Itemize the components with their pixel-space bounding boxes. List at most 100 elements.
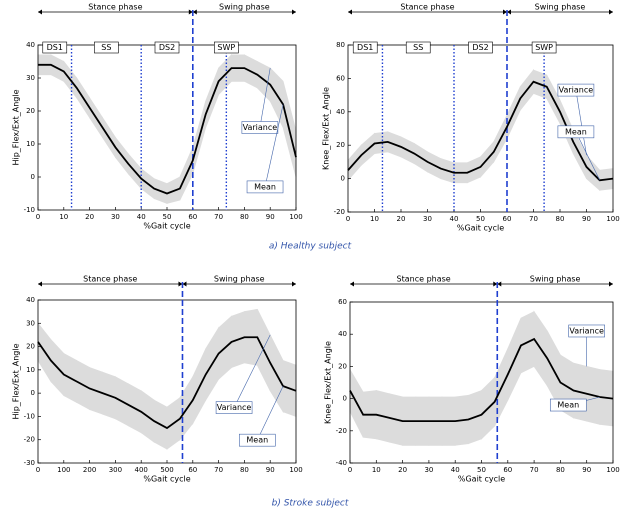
y-tick-label: -20 <box>336 427 347 435</box>
x-tick-label: 80 <box>240 213 249 221</box>
y-tick-label: 10 <box>26 366 35 374</box>
arrow-head <box>350 281 354 287</box>
x-tick-label: 0 <box>346 215 350 223</box>
mean-line <box>37 336 297 430</box>
x-tick-label: 60 <box>503 215 512 223</box>
arrow-head <box>292 9 296 15</box>
y-axis-label: Knee_Flex/Ext_Angle <box>324 341 333 424</box>
x-axis-label: %Gait cycle <box>143 475 190 484</box>
x-tick-label: 70 <box>214 213 223 221</box>
y-tick-label: 20 <box>338 362 347 370</box>
y-tick-label: 30 <box>26 74 35 82</box>
subphase-box <box>42 41 68 54</box>
x-tick-label: 0 <box>348 466 352 474</box>
x-tick-label: 20 <box>397 215 406 223</box>
x-tick-label: 10 <box>372 466 381 474</box>
legend-mean: Mean <box>557 401 579 410</box>
x-tick-label: 300 <box>109 466 122 474</box>
y-tick-label: 0 <box>31 173 35 181</box>
legend-variance: Variance <box>569 326 604 335</box>
x-axis-label: %Gait cycle <box>457 224 504 233</box>
subphase-box <box>405 41 431 54</box>
y-tick-label: 20 <box>26 343 35 351</box>
x-tick-label: 10 <box>370 215 379 223</box>
subphase-label: DS1 <box>47 43 63 52</box>
subphase-box <box>154 41 180 54</box>
caption: b) Stroke subject <box>272 499 349 509</box>
x-tick-label: 100 <box>606 466 619 474</box>
y-axis-label: Hip_Flex/Ext_Angle <box>12 343 21 419</box>
mean-line <box>349 337 614 423</box>
y-tick-label: 20 <box>26 107 35 115</box>
x-tick-label: 400 <box>135 466 148 474</box>
x-tick-label: 200 <box>83 466 96 474</box>
x-axis-label: %Gait cycle <box>458 475 505 484</box>
y-tick-label: 60 <box>338 298 347 306</box>
arrow-head <box>188 9 193 15</box>
callout-box <box>568 324 606 338</box>
x-tick-label: 90 <box>582 466 591 474</box>
arrow-head <box>192 9 197 15</box>
arrow-head <box>38 281 42 287</box>
caption: a) Healthy subject <box>269 242 352 252</box>
legend-variance: Variance <box>559 86 594 95</box>
x-tick-label: 60 <box>503 466 512 474</box>
y-tick-label: 30 <box>26 319 35 327</box>
subphase-box <box>352 41 378 54</box>
y-tick-label: 40 <box>26 296 35 304</box>
x-tick-label: 0 <box>36 213 40 221</box>
x-axis-label: %Gait cycle <box>143 222 190 231</box>
y-tick-label: 40 <box>338 330 347 338</box>
callout-box <box>557 83 595 97</box>
x-tick-label: 70 <box>214 466 223 474</box>
x-tick-label: 40 <box>451 466 460 474</box>
x-tick-label: 80 <box>556 466 565 474</box>
arrow-head <box>178 281 183 287</box>
subphase-label: SS <box>101 43 111 52</box>
x-tick-label: 60 <box>188 213 197 221</box>
x-tick-label: 70 <box>529 215 538 223</box>
phase-label: Swing phase <box>214 275 265 284</box>
x-tick-label: 30 <box>423 215 432 223</box>
y-tick-label: 0 <box>343 395 347 403</box>
callout-leader <box>233 334 271 408</box>
arrow-head <box>38 9 42 15</box>
x-tick-label: 80 <box>556 215 565 223</box>
subphase-label: SWP <box>535 43 553 52</box>
subphase-label: SWP <box>217 43 235 52</box>
x-tick-label: 10 <box>59 213 68 221</box>
x-tick-label: 90 <box>266 466 275 474</box>
x-tick-label: 50 <box>163 213 172 221</box>
x-tick-label: 0 <box>36 466 40 474</box>
arrow-head <box>348 9 352 15</box>
y-axis-label: Hip_Flex/Ext_Angle <box>12 89 21 165</box>
y-tick-label: -40 <box>336 459 347 467</box>
arrow-head <box>609 281 613 287</box>
x-tick-label: 90 <box>582 215 591 223</box>
y-tick-label: 60 <box>336 74 345 82</box>
x-tick-label: 40 <box>137 213 146 221</box>
y-tick-label: -20 <box>24 436 35 444</box>
callout-box <box>549 398 587 412</box>
y-tick-label: 80 <box>336 41 345 49</box>
phase-label: Stance phase <box>400 3 454 12</box>
y-tick-label: 40 <box>336 108 345 116</box>
x-tick-label: 100 <box>289 213 302 221</box>
subphase-box <box>94 41 119 54</box>
legend-variance: Variance <box>243 123 278 132</box>
legend-mean: Mean <box>246 436 268 445</box>
x-tick-label: 20 <box>85 213 94 221</box>
x-tick-label: 50 <box>476 215 485 223</box>
x-tick-label: 50 <box>477 466 486 474</box>
callout-leader <box>575 90 587 156</box>
x-tick-label: 100 <box>289 466 302 474</box>
subphase-box <box>214 41 239 54</box>
subphase-box <box>468 41 493 54</box>
legend-mean: Mean <box>565 127 587 136</box>
y-tick-label: -20 <box>334 208 345 216</box>
y-tick-label: 0 <box>341 175 345 183</box>
arrow-head <box>292 281 296 287</box>
arrow-head <box>609 9 613 15</box>
variance-band <box>269 67 284 128</box>
